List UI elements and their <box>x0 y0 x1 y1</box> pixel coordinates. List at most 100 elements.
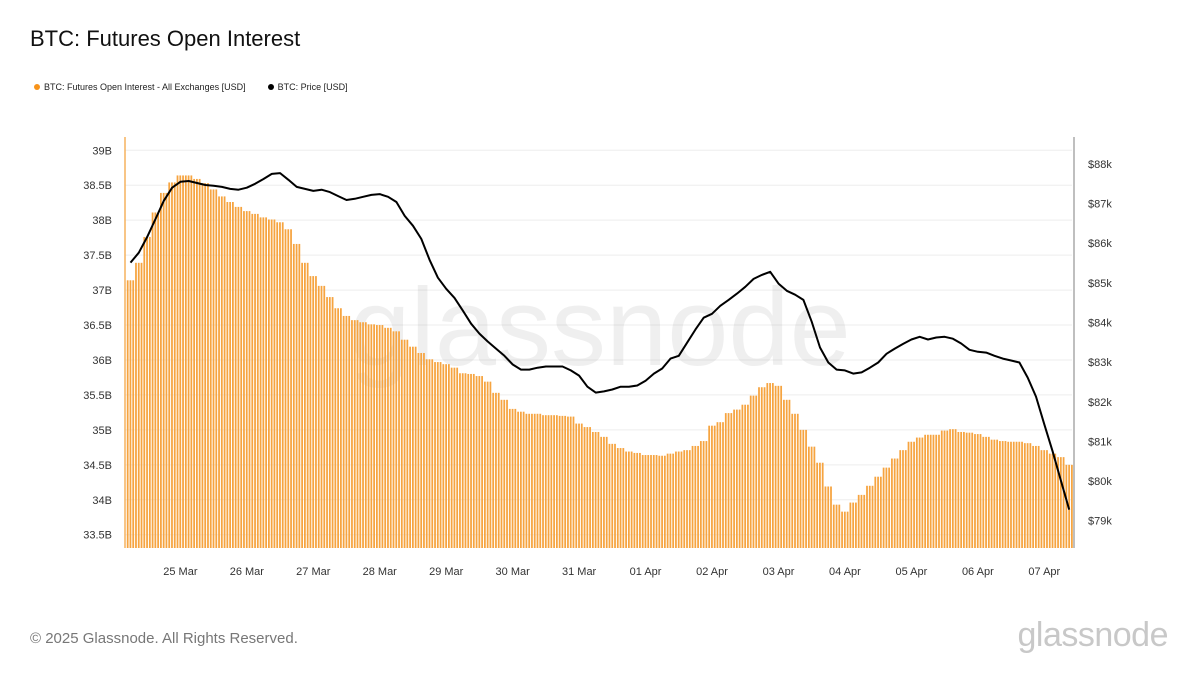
open-interest-bar <box>544 415 547 548</box>
open-interest-bar <box>553 415 555 548</box>
open-interest-bar <box>290 229 292 548</box>
open-interest-bar <box>353 320 356 548</box>
open-interest-bar <box>924 434 927 548</box>
open-interest-bar <box>1071 464 1073 548</box>
legend-item-price[interactable]: BTC: Price [USD] <box>267 82 348 92</box>
open-interest-bar <box>453 367 456 548</box>
open-interest-bar <box>943 430 946 548</box>
open-interest-bar <box>766 383 769 548</box>
left-tick-label: 35B <box>92 425 112 437</box>
open-interest-bar <box>663 455 666 548</box>
open-interest-bar <box>464 373 467 548</box>
open-interest-bar <box>351 320 353 548</box>
open-interest-bar <box>198 178 201 548</box>
open-interest-bar <box>641 455 644 548</box>
open-interest-bar <box>614 443 616 548</box>
open-interest-bar <box>248 211 251 548</box>
open-interest-bar <box>605 436 608 548</box>
open-interest-bar <box>273 219 276 548</box>
open-interest-bar <box>403 339 406 548</box>
open-interest-bar <box>891 458 893 548</box>
left-tick-label: 34.5B <box>83 460 112 472</box>
open-interest-bar <box>940 430 943 548</box>
open-interest-bar <box>279 222 281 548</box>
open-interest-bar <box>810 446 813 548</box>
open-interest-bar <box>832 504 835 548</box>
open-interest-bar <box>276 222 279 548</box>
open-interest-bar <box>292 243 295 548</box>
legend-dot-black-icon <box>267 84 274 90</box>
x-tick-label: 06 Apr <box>962 566 994 578</box>
open-interest-bar <box>495 392 497 548</box>
open-interest-bar <box>508 408 511 548</box>
left-tick-label: 36.5B <box>83 320 112 332</box>
open-interest-bar <box>799 429 802 548</box>
open-interest-bar <box>578 423 580 548</box>
open-interest-bar <box>212 189 215 548</box>
open-interest-bar <box>478 376 481 548</box>
open-interest-bar <box>497 392 500 548</box>
x-tick-label: 07 Apr <box>1028 566 1060 578</box>
open-interest-bar <box>951 429 954 548</box>
open-interest-bar <box>763 387 766 548</box>
open-interest-bar <box>946 430 949 548</box>
open-interest-bar <box>927 434 929 548</box>
open-interest-bar <box>600 436 603 548</box>
right-tick-label: $87k <box>1088 199 1112 211</box>
open-interest-bar <box>796 413 799 548</box>
open-interest-bar <box>389 327 392 548</box>
right-tick-label: $88k <box>1088 159 1112 171</box>
legend-item-open-interest[interactable]: BTC: Futures Open Interest - All Exchang… <box>34 82 246 92</box>
open-interest-bar <box>411 346 414 548</box>
open-interest-bar <box>395 331 398 548</box>
open-interest-bar <box>555 415 558 548</box>
open-interest-bar <box>135 262 137 548</box>
open-interest-bar <box>201 183 204 548</box>
open-interest-bar <box>1043 450 1046 548</box>
open-interest-bar <box>788 399 791 548</box>
open-interest-bar <box>378 325 381 548</box>
open-interest-bar <box>1004 441 1007 548</box>
open-interest-bar <box>985 436 987 548</box>
open-interest-bar <box>1018 441 1021 548</box>
open-interest-bar <box>439 362 442 548</box>
open-interest-bar <box>749 395 752 548</box>
open-interest-bar <box>863 494 866 548</box>
open-interest-bar <box>315 276 317 548</box>
open-interest-bar <box>974 434 976 548</box>
open-interest-bar <box>237 206 240 549</box>
open-interest-bar <box>143 236 146 548</box>
open-interest-bar <box>672 453 675 548</box>
open-interest-bar <box>511 408 514 548</box>
open-interest-bar <box>572 416 575 548</box>
open-interest-bar <box>306 262 309 548</box>
left-tick-label: 33.5B <box>83 530 112 542</box>
open-interest-bar <box>677 451 680 548</box>
open-interest-bar <box>234 206 237 549</box>
open-interest-bar <box>420 352 423 548</box>
open-interest-bar <box>771 383 774 548</box>
open-interest-bar <box>254 213 256 548</box>
open-interest-bar <box>373 324 375 548</box>
open-interest-bar <box>699 441 702 548</box>
open-interest-bar <box>713 425 716 548</box>
open-interest-bar <box>243 211 245 548</box>
open-interest-bar <box>359 322 362 548</box>
open-interest-bar <box>735 409 738 548</box>
open-interest-bar <box>423 352 425 548</box>
open-interest-bar <box>506 399 508 548</box>
open-interest-bar <box>486 381 489 548</box>
open-interest-bar <box>774 385 777 548</box>
open-interest-bar <box>345 315 348 548</box>
glassnode-logo[interactable]: glassnode <box>1017 616 1168 654</box>
open-interest-bar <box>550 415 553 548</box>
open-interest-bar <box>406 339 409 548</box>
open-interest-bar <box>481 376 483 548</box>
left-tick-label: 35.5B <box>83 390 112 402</box>
open-interest-bar <box>215 189 218 548</box>
open-interest-bar <box>976 434 979 548</box>
right-tick-label: $82k <box>1088 397 1112 409</box>
legend-dot-orange-icon <box>34 84 40 90</box>
open-interest-bar <box>999 441 1001 548</box>
